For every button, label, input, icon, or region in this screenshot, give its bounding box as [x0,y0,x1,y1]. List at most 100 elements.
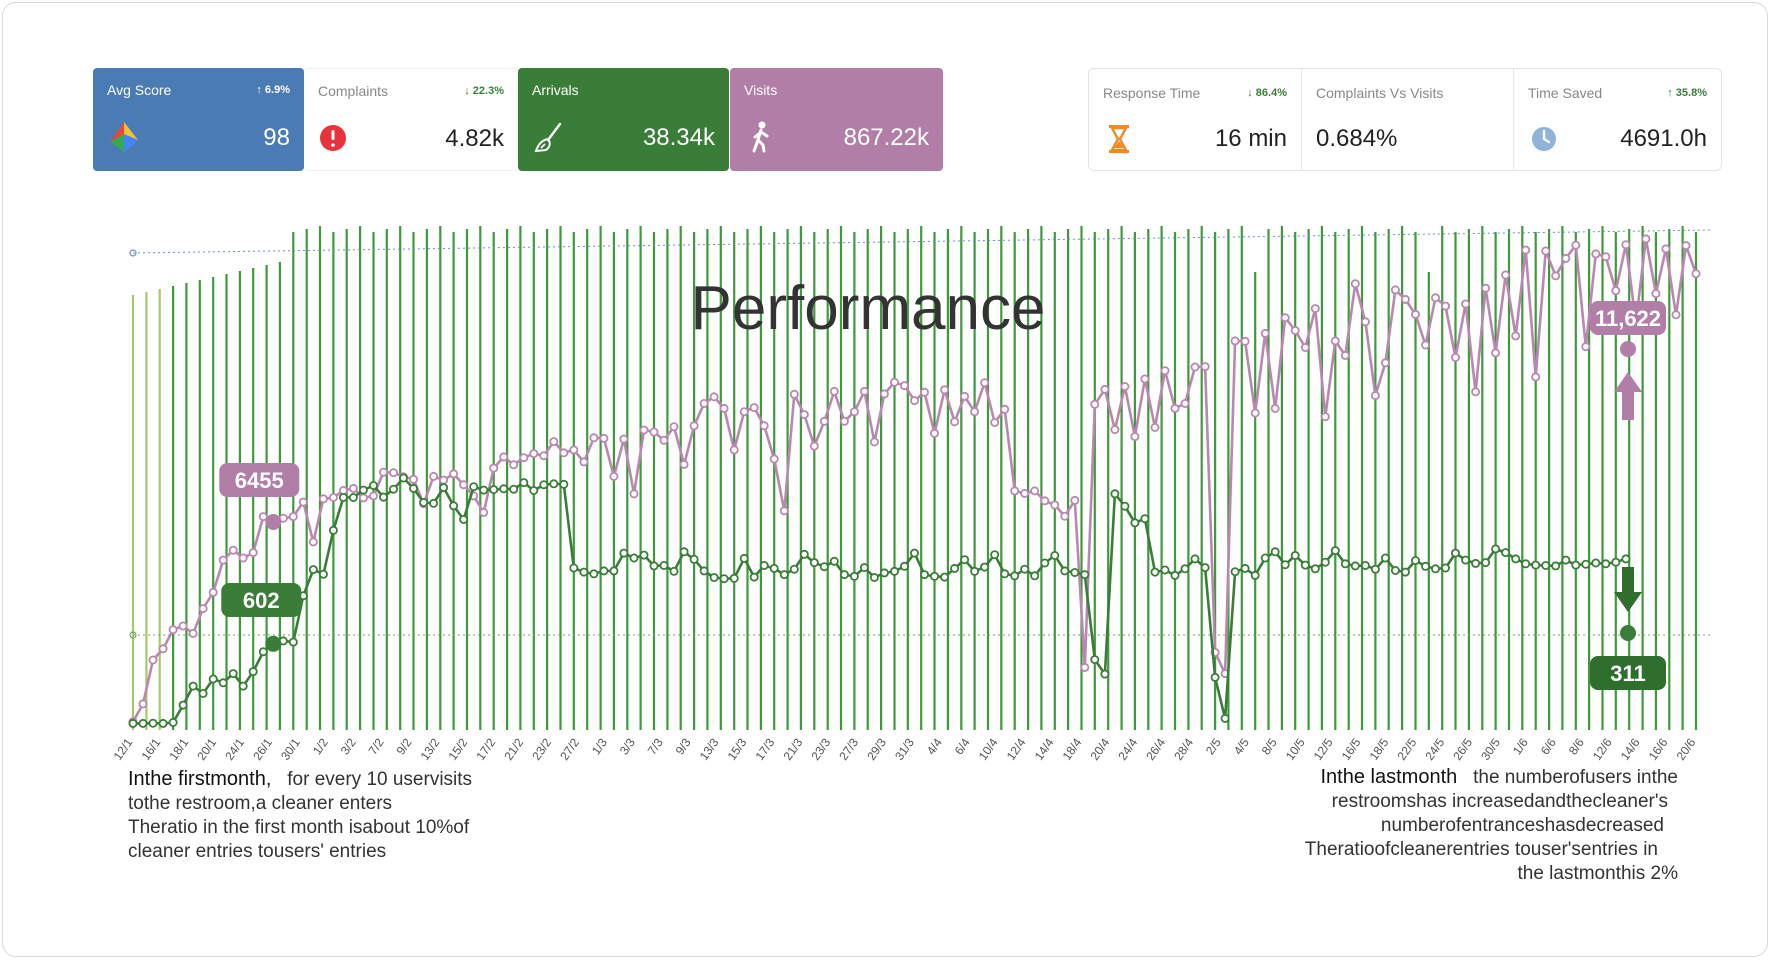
arrivals-series-point [940,572,950,582]
arrivals-series-point [609,566,619,576]
down-arrow-icon [1614,567,1642,612]
visits-series-point [1651,289,1661,299]
x-tick-label: 9/3 [673,735,694,757]
x-tick-label: 14/4 [1032,735,1057,762]
arrivals-first-callout-box [221,583,302,617]
x-tick-label: 10/4 [976,735,1001,762]
visits-series-point [328,492,338,502]
arrivals-series-point [1611,557,1621,567]
kpi-complaints[interactable]: Complaints ↓ 22.3% 4.82k [304,68,518,171]
visits-series-point [739,407,749,417]
visits-series-point [629,489,639,499]
visits-series-point [1481,283,1491,293]
arrivals-series-point [1140,514,1150,524]
stat-label: Time Saved [1528,85,1603,101]
visits-series-point [1240,336,1250,346]
visits-series-point [378,467,388,477]
arrivals-series-point [879,568,889,578]
visits-series-point [1411,309,1421,319]
arrivals-series-point [990,550,1000,560]
arrivals-series-point [1561,555,1571,565]
alert-icon [320,125,346,151]
arrivals-series-point [579,567,589,577]
kpi-visits[interactable]: Visits 867.22k [730,68,943,171]
note-first-month-text-4: cleaner entries tousers' entries [128,841,387,862]
arrivals-series-point [1431,564,1441,574]
stat-time-saved[interactable]: Time Saved ↑ 35.8% 4691.0h [1513,69,1721,170]
arrivals-series-point [429,498,439,508]
x-tick-label: 8/6 [1566,735,1587,757]
arrivals-series-point [910,548,920,558]
arrivals-series-point [218,678,228,688]
kpi-arrivals[interactable]: Arrivals 38.34k [518,68,729,171]
x-tick-label: 27/3 [836,735,861,762]
visits-series-point [539,451,549,461]
arrivals-series-point [890,566,900,576]
arrivals-series-point [1330,546,1340,556]
visits-series-point [1070,495,1080,505]
x-tick-label: 1/6 [1510,735,1531,757]
arrivals-series-point [1621,554,1631,564]
x-tick-label: 6/6 [1538,735,1559,757]
visits-series-point [970,407,980,417]
arrivals-series-point [158,718,168,728]
arrivals-series-point [1290,551,1300,561]
arrivals-series-point [659,561,669,571]
visits-series-point [1010,486,1020,496]
visits-last-marker [1620,341,1636,357]
visits-series-point [990,417,1000,427]
visits-series-point [529,449,539,459]
arrivals-series-point [479,485,489,495]
arrivals-series-point [1010,571,1020,581]
visits-series-point [1090,399,1100,409]
arrivals-series-point [599,566,609,576]
visits-series-point [1130,432,1140,442]
x-tick-label: 7/2 [366,735,387,757]
arrivals-series-point [368,480,378,490]
stat-complaints-vs-visits[interactable]: Complaints Vs Visits 0.684% [1301,69,1513,170]
note-first-month-line-1: Inthe firstmonth, for every 10 uservisit… [128,767,588,792]
kpi-avg-score[interactable]: Avg Score ↑ 6.9% 98 [93,68,304,171]
visits-series-point [489,463,499,473]
visits-series-point [1370,391,1380,401]
visits-series-point [920,387,930,397]
x-tick-label: 9/2 [394,735,415,757]
visits-series-point [1681,241,1691,251]
visits-series-point [859,386,869,396]
visits-series-point [769,454,779,464]
visits-series-point [809,441,819,451]
x-tick-label: 4/4 [924,735,945,757]
arrivals-series-point [328,525,338,535]
x-tick-label: 21/2 [501,735,526,762]
x-tick-label: 22/5 [1394,735,1419,762]
stats-panel: Response Time ↓ 86.4% 16 min Complaints … [1088,68,1722,171]
visits-series-point [1280,313,1290,323]
kpi-value: 4.82k [445,125,504,152]
x-tick-label: 26/4 [1143,735,1168,762]
arrivals-series-point [128,718,138,728]
visits-series-point [589,433,599,443]
arrivals-series-point [1210,672,1220,682]
arrivals-series-point [669,566,679,576]
note-last-month: Inthe lastmonth the numberofusers inthe … [1200,765,1678,886]
arrivals-series-point [1320,557,1330,567]
visits-series-point [258,512,268,522]
arrivals-series-point [408,483,418,493]
visits-series-point [188,628,198,638]
visits-series-point [1571,240,1581,250]
visits-series-point [1110,425,1120,435]
visits-series-point [709,392,719,402]
visits-first-callout-box [219,463,300,497]
arrivals-series-point [1000,569,1010,579]
arrivals-series-point [1591,558,1601,568]
stat-response-time[interactable]: Response Time ↓ 86.4% 16 min [1089,69,1301,170]
visits-series-point [1601,252,1611,262]
x-tick-label: 20/1 [194,735,219,762]
arrivals-series-point [1120,501,1130,511]
visits-series-point [1000,404,1010,414]
arrivals-series-point [1601,559,1611,569]
visits-series-point [1120,381,1130,391]
arrivals-series-point [759,561,769,571]
visits-series-point [1661,244,1671,254]
arrivals-series-point [1310,564,1320,574]
